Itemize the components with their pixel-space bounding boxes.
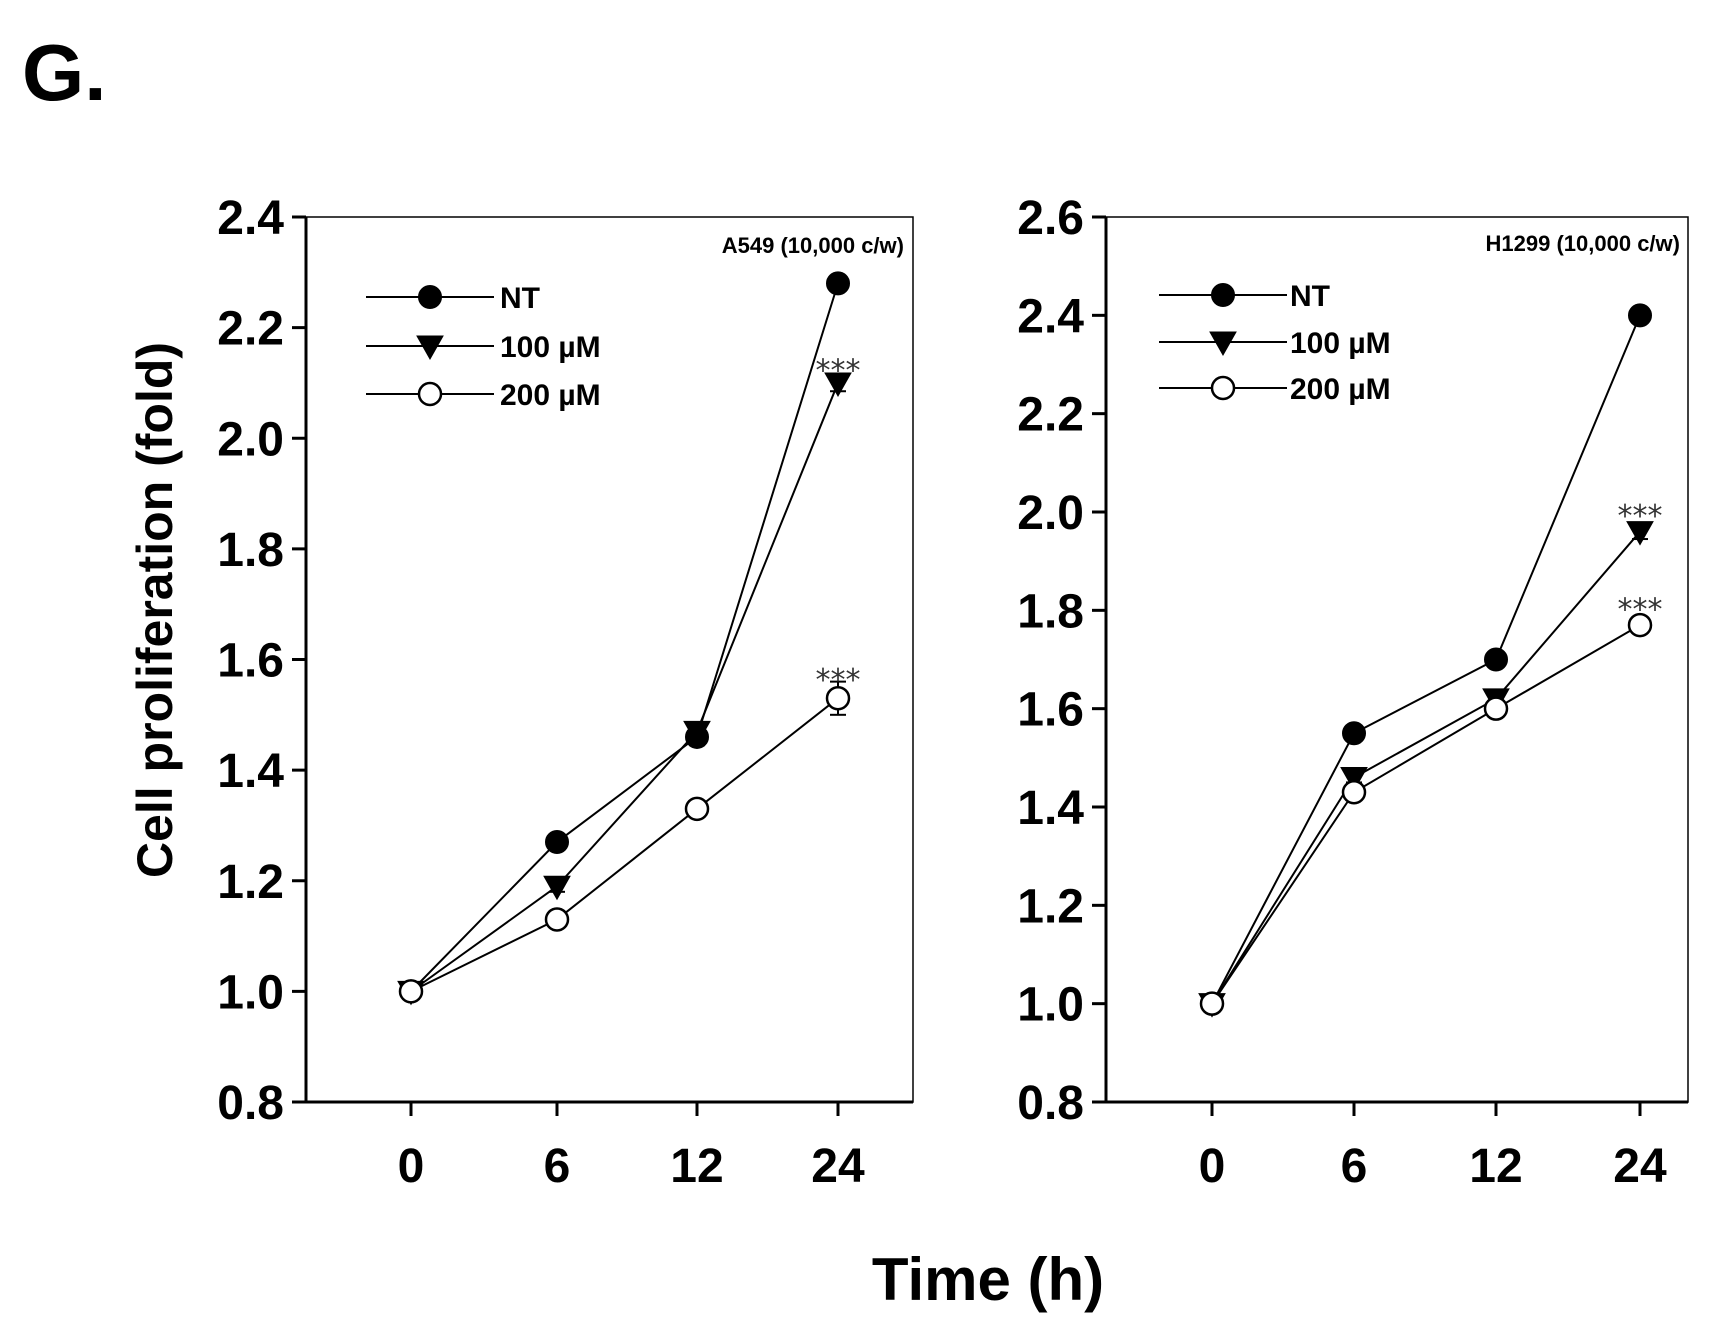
data-point — [826, 271, 850, 296]
data-point — [1199, 991, 1225, 1016]
x-tick-label: 24 — [811, 1140, 865, 1193]
chart-title: H1299 (10,000 c/w) — [1486, 231, 1680, 256]
x-tick-label: 6 — [1341, 1140, 1368, 1193]
plot-frame — [305, 216, 914, 1103]
y-tick-label: 2.6 — [1017, 192, 1084, 245]
series-line-2 — [1211, 624, 1641, 1005]
series-line-1 — [410, 382, 839, 993]
legend-label: NT — [500, 282, 540, 315]
chart-title: A549 (10,000 c/w) — [722, 233, 904, 258]
x-tick-label: 24 — [1613, 1140, 1667, 1193]
legend-label: 200 µM — [1290, 373, 1391, 406]
data-point — [1626, 521, 1654, 546]
y-tick-label: 1.6 — [217, 635, 284, 688]
data-point — [1340, 767, 1368, 792]
significance-mark: *** — [816, 663, 861, 698]
plot-frame — [1105, 216, 1689, 1103]
significance-mark: *** — [816, 353, 861, 388]
data-point — [825, 685, 851, 711]
y-tick-label: 1.0 — [1017, 979, 1084, 1032]
y-axis-label: Cell proliferation (fold) — [127, 342, 183, 878]
x-tick-label: 12 — [1469, 1140, 1522, 1193]
data-point — [544, 907, 570, 932]
y-tick-label: 1.8 — [217, 524, 284, 577]
x-axis-label: Time (h) — [872, 1246, 1104, 1313]
data-point — [1627, 612, 1653, 638]
series-line-1 — [1211, 531, 1641, 1005]
data-point — [1342, 721, 1366, 746]
legend-label: 100 µM — [1290, 327, 1391, 360]
legend-marker — [1209, 331, 1237, 357]
data-point — [1628, 303, 1652, 328]
legend-marker — [1211, 283, 1235, 307]
x-tick-label: 0 — [398, 1140, 425, 1193]
x-tick-label: 12 — [670, 1140, 723, 1193]
legend-marker — [1210, 375, 1236, 401]
x-tick-label: 0 — [1199, 1140, 1226, 1193]
legend-label: NT — [1290, 280, 1330, 313]
data-point — [545, 830, 569, 855]
x-tick-label: 6 — [544, 1140, 571, 1193]
y-tick-label: 1.2 — [217, 856, 284, 909]
y-tick-label: 2.0 — [1017, 487, 1084, 540]
data-point — [824, 372, 852, 397]
chart-a549: 0.8 1.0 1.2 1.4 1.6 1.8 2.0 2.2 2.4 0 6 12 24 A549 (1… — [217, 192, 914, 1193]
series-line-0 — [1211, 314, 1641, 1005]
y-tick-label: 2.0 — [217, 413, 284, 466]
y-tick-label: 2.4 — [1017, 290, 1084, 343]
y-tick-label: 1.2 — [1017, 880, 1084, 933]
legend-marker — [418, 285, 442, 309]
data-point — [1341, 780, 1367, 805]
y-tick-label: 2.2 — [217, 303, 284, 356]
legend-marker — [417, 381, 443, 407]
data-point — [1483, 696, 1509, 721]
y-tick-label: 2.2 — [1017, 389, 1084, 442]
y-tick-label: 1.4 — [1017, 782, 1084, 835]
significance-mark: *** — [1618, 499, 1663, 534]
y-tick-label: 1.6 — [1017, 684, 1084, 737]
legend-label: 200 µM — [500, 379, 601, 412]
legend-label: 100 µM — [500, 331, 601, 364]
series-line-2 — [410, 697, 839, 993]
y-tick-label: 1.8 — [1017, 585, 1084, 638]
y-tick-label: 1.4 — [217, 745, 284, 798]
legend-marker — [416, 335, 444, 361]
data-point — [683, 720, 711, 746]
data-point — [398, 979, 424, 1004]
data-point — [684, 796, 710, 822]
series-line-0 — [410, 283, 839, 993]
data-point — [1484, 647, 1508, 672]
panel-label: G. — [22, 28, 106, 117]
y-tick-label: 0.8 — [1017, 1077, 1084, 1130]
data-point — [543, 875, 571, 901]
significance-mark: *** — [1618, 592, 1663, 627]
y-tick-label: 0.8 — [217, 1077, 284, 1130]
y-tick-label: 2.4 — [217, 192, 284, 245]
y-tick-label: 1.0 — [217, 966, 284, 1019]
chart-h1299: 0.8 1.0 1.2 1.4 1.6 1.8 2.0 2.2 2.4 2.6 0 6 12 24 H129… — [1017, 192, 1689, 1193]
